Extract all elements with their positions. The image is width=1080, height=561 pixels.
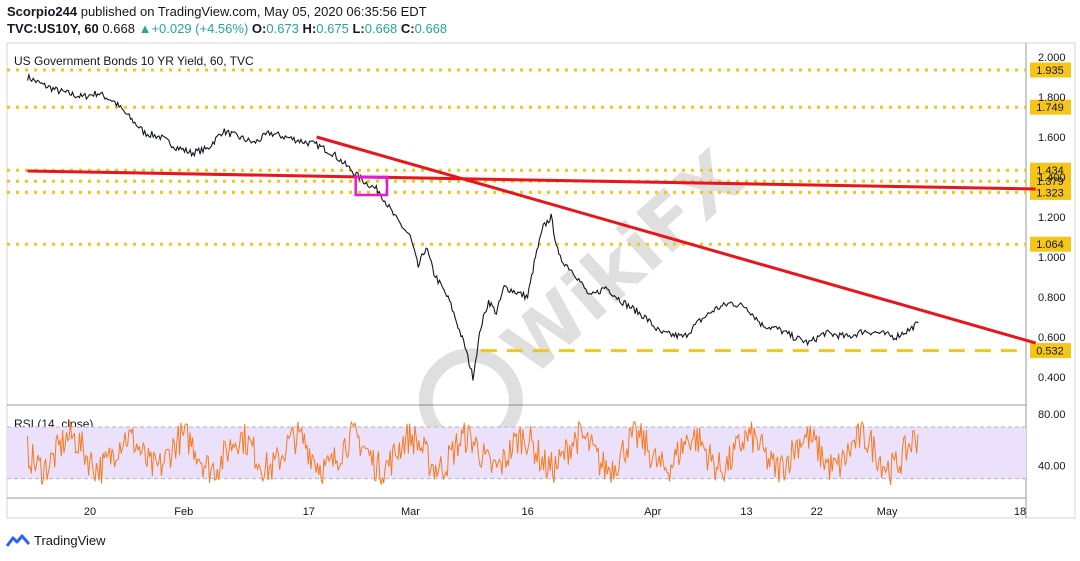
level-price-tag-text: 1.935: [1036, 65, 1064, 77]
publication-header: Scorpio244 published on TradingView.com,…: [7, 4, 427, 19]
time-axis-tick: 16: [522, 506, 534, 518]
symbol-label: TVC:US10Y, 60: [7, 21, 99, 36]
price-axis-tick: 0.600: [1038, 332, 1066, 344]
main-chart-title: US Government Bonds 10 YR Yield, 60, TVC: [14, 54, 254, 68]
level-price-tag: [1030, 99, 1071, 115]
author-name[interactable]: Scorpio244: [7, 4, 78, 19]
price-axis-tick: 1.600: [1038, 132, 1066, 144]
chart-frame: [6, 42, 1076, 519]
open-value: 0.673: [266, 21, 299, 36]
ohlc-header: TVC:US10Y, 60 0.668 ▲+0.029 (+4.56%) O:0…: [7, 21, 447, 36]
watermark-text: WikiFX: [487, 135, 759, 392]
time-axis-tick: May: [877, 506, 898, 518]
high-label: H:: [302, 21, 317, 36]
highlight-box: [354, 175, 389, 197]
price-change: +0.029 (+4.56%): [151, 21, 249, 36]
open-label: O:: [251, 21, 267, 36]
level-price-tag-text: 1.749: [1036, 102, 1064, 114]
trendline: [316, 135, 1037, 345]
price-axis-tick: 2.000: [1038, 52, 1066, 64]
time-axis-tick: 18: [1014, 506, 1026, 518]
time-axis-tick: Apr: [644, 506, 661, 518]
published-info: published on TradingView.com, May 05, 20…: [80, 4, 427, 19]
low-label: L:: [352, 21, 365, 36]
time-axis-tick: 17: [303, 506, 315, 518]
time-axis-tick: 20: [84, 506, 96, 518]
level-price-tag-text: 1.323: [1036, 187, 1064, 199]
last-price: 0.668: [102, 21, 135, 36]
close-label: C:: [400, 21, 415, 36]
level-price-tag: [1030, 184, 1071, 200]
close-value: 0.668: [414, 21, 448, 36]
time-axis-tick: Mar: [401, 506, 420, 518]
price-axis-tick: 0.400: [1038, 372, 1066, 384]
time-axis-tick: 13: [740, 506, 752, 518]
price-axis-tick: 1.000: [1038, 252, 1066, 264]
rsi-axis-tick: 80.00: [1038, 409, 1066, 421]
level-price-tag-text: 0.532: [1036, 346, 1064, 358]
level-price-tag: [1030, 62, 1071, 78]
price-axis-tick: 1.200: [1038, 212, 1066, 224]
price-axis-tick: 1.800: [1038, 92, 1066, 104]
low-value: 0.668: [364, 21, 398, 36]
brand-name: TradingView: [34, 533, 106, 548]
time-axis-tick: 22: [811, 506, 823, 518]
level-price-tag: [1030, 236, 1071, 252]
chart-canvas[interactable]: US Government Bonds 10 YR Yield, 60, TVC…: [0, 40, 1080, 523]
trendline: [27, 169, 1036, 191]
high-value: 0.675: [316, 21, 349, 36]
time-axis-tick: Feb: [174, 506, 193, 518]
up-triangle-icon: ▲: [138, 21, 152, 36]
price-axis-tick: 1.400: [1038, 172, 1066, 184]
tradingview-logo-icon: [6, 534, 30, 547]
price-axis-tick: 0.800: [1038, 292, 1066, 304]
price-series-line: [26, 72, 919, 381]
rsi-series-line: [27, 420, 919, 485]
level-price-tag-text: 1.064: [1036, 239, 1064, 251]
level-price-tag: [1030, 343, 1071, 359]
rsi-axis-tick: 40.00: [1038, 461, 1066, 473]
tradingview-footer[interactable]: TradingView: [6, 533, 106, 548]
